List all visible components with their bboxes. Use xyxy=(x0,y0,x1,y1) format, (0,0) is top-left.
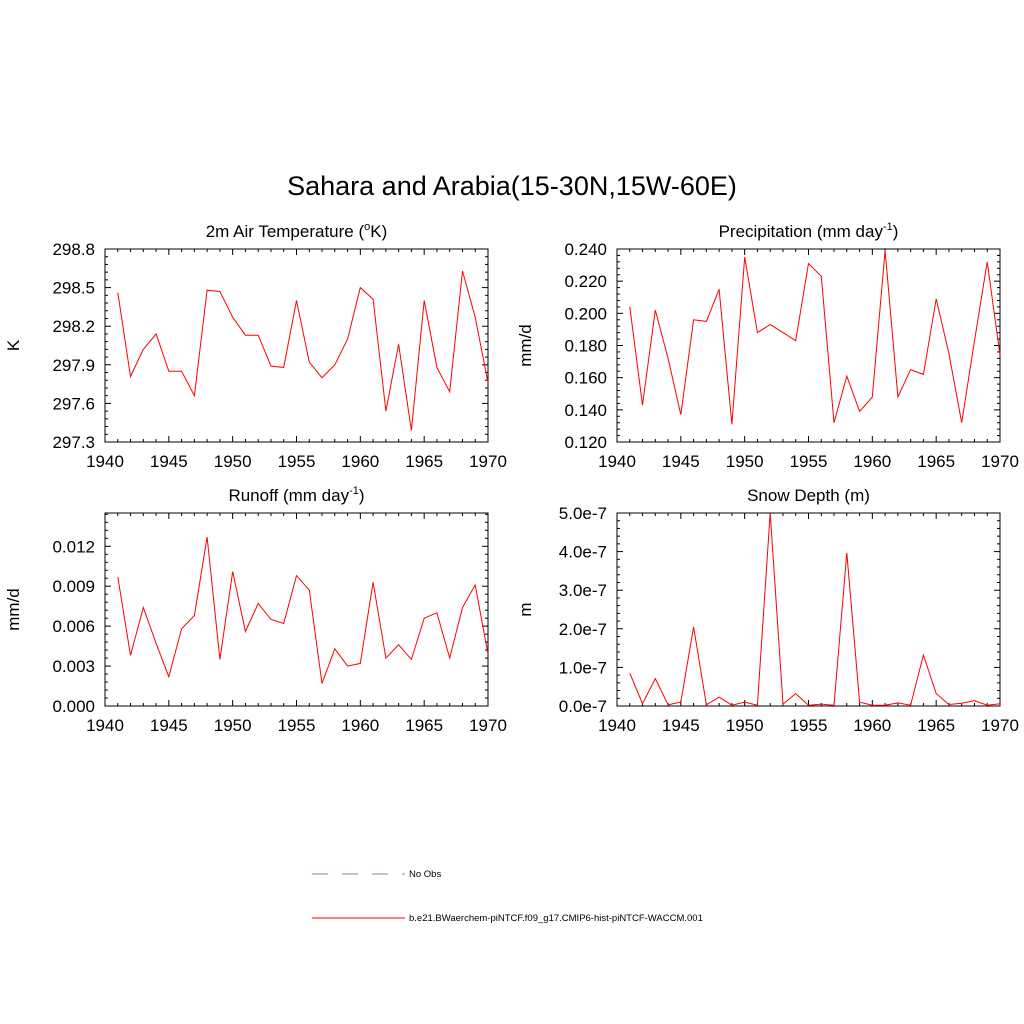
y-axis-label: mm/d xyxy=(516,324,535,367)
panel-title: Precipitation (mm day-1) xyxy=(719,221,899,241)
x-tick-label: 1945 xyxy=(662,716,700,735)
x-tick-label: 1960 xyxy=(341,452,379,471)
series-line xyxy=(117,270,489,431)
y-tick-label: 297.9 xyxy=(52,356,95,375)
y-tick-label: 0.220 xyxy=(564,272,607,291)
series-line xyxy=(117,536,489,684)
x-tick-label: 1940 xyxy=(86,452,124,471)
y-tick-label: 0.160 xyxy=(564,369,607,388)
y-tick-label: 0.120 xyxy=(564,433,607,452)
x-tick-label: 1950 xyxy=(214,452,252,471)
y-tick-label: 0.200 xyxy=(564,304,607,323)
y-axis-label: K xyxy=(4,339,23,351)
plot-frame xyxy=(616,248,1001,443)
y-tick-label: 0.006 xyxy=(52,617,95,636)
x-tick-label: 1950 xyxy=(726,716,764,735)
x-tick-label: 1940 xyxy=(598,452,636,471)
legend: No Obs b.e21.BWaerchem-piNTCF.f09_g17.CM… xyxy=(312,869,703,924)
legend-model-label: b.e21.BWaerchem-piNTCF.f09_g17.CMIP6-his… xyxy=(409,913,703,924)
x-tick-label: 1960 xyxy=(341,716,379,735)
y-tick-label: 3.0e-7 xyxy=(559,581,607,600)
x-tick-label: 1945 xyxy=(150,452,188,471)
series-line xyxy=(629,250,1001,425)
x-tick-label: 1950 xyxy=(214,716,252,735)
x-tick-label: 1965 xyxy=(405,452,443,471)
plot-frame xyxy=(104,512,489,707)
x-tick-label: 1965 xyxy=(917,716,955,735)
y-tick-label: 0.000 xyxy=(52,697,95,716)
panel-2: Runoff (mm day-1) mm/d 1940 1945 1950 1955 196… xyxy=(4,485,507,735)
x-tick-label: 1955 xyxy=(278,716,316,735)
x-tick-label: 1940 xyxy=(598,716,636,735)
x-tick-label: 1970 xyxy=(469,452,507,471)
y-axis-label: mm/d xyxy=(4,588,23,631)
plot-frame xyxy=(616,512,1001,707)
y-tick-label: 0.003 xyxy=(52,657,95,676)
y-tick-label: 0.0e-7 xyxy=(559,697,607,716)
x-tick-label: 1960 xyxy=(853,716,891,735)
plot-frame xyxy=(104,248,489,443)
y-tick-label: 298.2 xyxy=(52,317,95,336)
y-tick-label: 298.5 xyxy=(52,279,95,298)
x-tick-label: 1955 xyxy=(790,452,828,471)
x-tick-label: 1940 xyxy=(86,716,124,735)
panel-0: 2m Air Temperature (oK) K 1940 1945 1950 1955… xyxy=(4,221,507,471)
y-tick-label: 0.240 xyxy=(564,240,607,259)
x-tick-label: 1960 xyxy=(853,452,891,471)
panels: 2m Air Temperature (oK) K 1940 1945 1950 1955… xyxy=(4,221,1019,735)
x-tick-label: 1955 xyxy=(278,452,316,471)
x-tick-label: 1965 xyxy=(405,716,443,735)
y-tick-label: 4.0e-7 xyxy=(559,543,607,562)
y-tick-label: 298.8 xyxy=(52,240,95,259)
x-tick-label: 1970 xyxy=(469,716,507,735)
panel-title: Snow Depth (m) xyxy=(747,486,870,505)
y-tick-label: 0.012 xyxy=(52,537,95,556)
y-axis-label: m xyxy=(516,602,535,616)
y-tick-label: 5.0e-7 xyxy=(559,504,607,523)
y-tick-label: 1.0e-7 xyxy=(559,658,607,677)
x-tick-label: 1955 xyxy=(790,716,828,735)
x-tick-label: 1945 xyxy=(662,452,700,471)
y-tick-label: 0.180 xyxy=(564,337,607,356)
x-tick-label: 1970 xyxy=(981,452,1019,471)
x-tick-label: 1945 xyxy=(150,716,188,735)
panel-title: 2m Air Temperature (oK) xyxy=(206,221,388,241)
y-tick-label: 2.0e-7 xyxy=(559,620,607,639)
x-tick-label: 1950 xyxy=(726,452,764,471)
y-tick-label: 297.6 xyxy=(52,394,95,413)
legend-no-obs-label: No Obs xyxy=(409,869,441,880)
figure-title: Sahara and Arabia(15-30N,15W-60E) xyxy=(287,171,737,201)
y-tick-label: 0.009 xyxy=(52,577,95,596)
panel-1: Precipitation (mm day-1) mm/d 1940 1945 1950… xyxy=(516,221,1019,471)
x-tick-label: 1965 xyxy=(917,452,955,471)
y-tick-label: 0.140 xyxy=(564,401,607,420)
panel-title: Runoff (mm day-1) xyxy=(228,485,364,505)
panel-3: Snow Depth (m) m 1940 1945 1950 1955 1960 1965 1… xyxy=(516,486,1019,735)
y-tick-label: 297.3 xyxy=(52,433,95,452)
series-line xyxy=(629,512,1001,706)
x-tick-label: 1970 xyxy=(981,716,1019,735)
